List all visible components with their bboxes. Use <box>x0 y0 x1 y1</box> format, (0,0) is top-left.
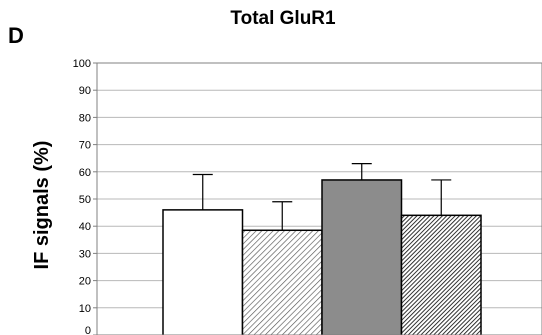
y-tick-label: 50 <box>79 194 91 206</box>
bar <box>400 214 482 335</box>
y-axis-label: IF signals (%) <box>31 141 53 270</box>
bar <box>321 179 403 335</box>
error-bar <box>431 179 452 216</box>
y-tick-label: 90 <box>79 85 91 97</box>
y-tick-label: 70 <box>79 140 91 152</box>
panel-letter: D <box>8 23 24 48</box>
y-tick-labels: 0 10 20 30 40 50 60 70 80 90 100 <box>73 58 97 335</box>
y-tick-label: 80 <box>79 112 91 124</box>
error-bar <box>272 201 293 231</box>
y-tick-label: 0 <box>85 325 91 335</box>
y-tick-label: 10 <box>79 303 91 315</box>
bar <box>162 209 244 335</box>
y-tick-label: 60 <box>79 167 91 179</box>
bars <box>162 163 482 335</box>
plot-frame <box>96 62 542 335</box>
y-tick-label: 100 <box>73 58 91 70</box>
y-tick-label: 20 <box>79 276 91 288</box>
y-tick-label: 40 <box>79 221 91 233</box>
chart-title: Total GluR1 <box>230 8 336 29</box>
bar <box>241 229 323 335</box>
error-bar <box>192 173 213 210</box>
error-bar <box>351 163 372 180</box>
y-tick-label: 30 <box>79 248 91 260</box>
